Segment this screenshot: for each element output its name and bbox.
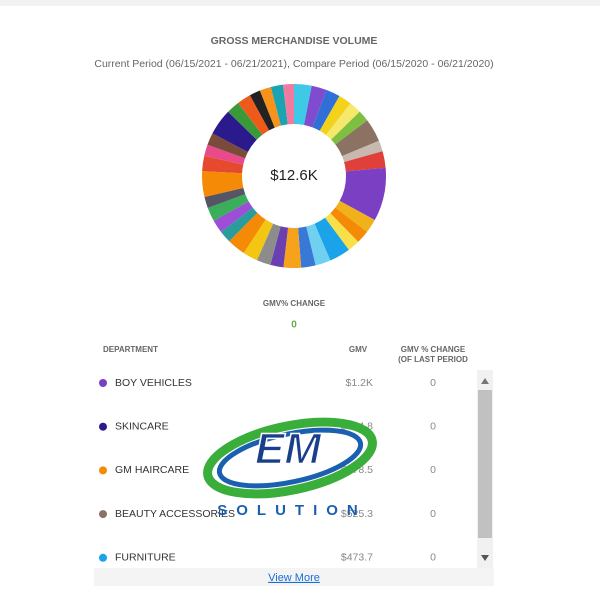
donut-slice xyxy=(221,207,258,242)
gmv-change: 0 xyxy=(430,377,436,389)
department: FURNITURE xyxy=(115,552,176,564)
donut-slice xyxy=(228,102,263,140)
donut-slice xyxy=(306,223,331,266)
donut-slice xyxy=(259,86,281,128)
gmv: $1.2K xyxy=(346,377,373,389)
donut-slice xyxy=(204,144,246,165)
donut-slice xyxy=(342,140,383,162)
legend-dot xyxy=(99,553,107,562)
department: SKINCARE xyxy=(115,420,169,432)
donut-slice xyxy=(314,217,349,261)
legend-dot xyxy=(99,379,107,387)
gmv-change: 0 xyxy=(430,464,436,476)
department: BOY VEHICLES xyxy=(115,377,192,389)
donut-slice xyxy=(294,84,312,125)
donut-slice xyxy=(339,167,386,221)
scroll-down[interactable] xyxy=(481,555,489,561)
donut-slice xyxy=(201,171,244,198)
gmv-change-value: 0 xyxy=(291,320,297,331)
donut-slice xyxy=(324,213,359,250)
donut-slice xyxy=(330,207,368,242)
chart-title: GROSS MERCHANDISE VOLUME xyxy=(211,35,378,47)
donut xyxy=(201,84,386,269)
donut-slice xyxy=(319,96,351,135)
logo-text: EM xyxy=(255,425,322,474)
gmv-change: 0 xyxy=(430,552,436,564)
donut-slice xyxy=(243,219,274,261)
donut-slice xyxy=(229,212,266,254)
donut-slice xyxy=(270,226,289,268)
donut-slice xyxy=(204,187,246,209)
gmv: $525.3 xyxy=(341,508,373,520)
scrollbar-thumb[interactable] xyxy=(478,390,492,538)
view-more-link[interactable]: View More xyxy=(268,572,320,584)
donut-slice xyxy=(325,103,360,140)
logo-subtitle: SOLUTION xyxy=(217,502,367,519)
legend-dot xyxy=(99,422,107,431)
donut-slice xyxy=(312,89,340,131)
center-label: $12.6K xyxy=(270,167,318,184)
donut-slice xyxy=(331,111,368,145)
donut-slice xyxy=(213,201,253,233)
header: GMV xyxy=(349,345,368,354)
department: GM HAIRCARE xyxy=(115,464,189,476)
donut-slice xyxy=(344,151,386,172)
donut-slice xyxy=(249,90,275,131)
donut-slice xyxy=(212,111,257,152)
legend-dot xyxy=(99,466,107,475)
header: (OF LAST PERIOD xyxy=(398,355,468,364)
donut-slice xyxy=(202,155,244,174)
donut-slice xyxy=(298,226,316,268)
donut-slice xyxy=(335,120,380,157)
donut-slice xyxy=(207,194,249,221)
footer xyxy=(94,568,494,586)
logo-swoosh xyxy=(216,427,364,489)
header: GMV % CHANGE xyxy=(401,345,466,354)
donut-slice xyxy=(282,84,294,125)
watermark: EM SOLUTION xyxy=(203,417,377,519)
donut-slice xyxy=(270,84,288,126)
gmv-change-label: GMV% CHANGE xyxy=(263,299,326,308)
legend-dot xyxy=(99,510,107,519)
logo-swoosh xyxy=(203,417,377,499)
donut-slice xyxy=(335,200,375,232)
donut-slice xyxy=(256,223,281,265)
donut-slice xyxy=(207,133,248,159)
donut-slice xyxy=(283,227,302,269)
chart-subtitle: Current Period (06/15/2021 - 06/21/2021)… xyxy=(94,58,493,70)
donut-slice xyxy=(303,85,327,128)
gmv: $473.7 xyxy=(341,552,373,564)
gmv-change: 0 xyxy=(430,508,436,520)
department: BEAUTY ACCESSORIES xyxy=(115,508,235,520)
scroll-up[interactable] xyxy=(481,378,489,384)
top-bar xyxy=(0,0,600,6)
donut-slice xyxy=(238,95,270,135)
header: DEPARTMENT xyxy=(103,345,158,354)
gmv-change: 0 xyxy=(430,420,436,432)
